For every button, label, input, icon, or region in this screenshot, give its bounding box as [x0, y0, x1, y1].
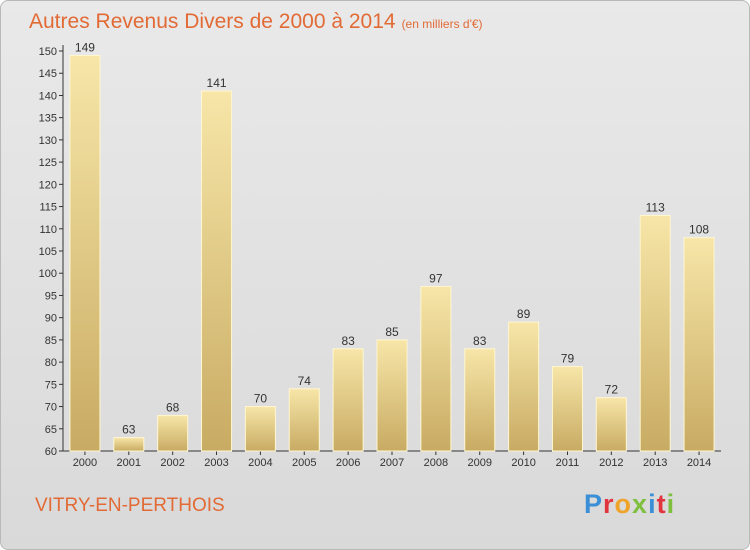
- logo-letter: P: [584, 489, 604, 519]
- x-tick-label: 2012: [599, 457, 623, 469]
- x-tick-label: 2008: [424, 457, 448, 469]
- y-tick-label: 150: [39, 46, 57, 58]
- value-label-2000: 149: [75, 40, 95, 54]
- bar-2004: [244, 406, 276, 452]
- value-label-2008: 97: [429, 272, 443, 286]
- bar-2007: [376, 339, 408, 452]
- value-label-2013: 113: [646, 200, 665, 214]
- y-tick-label: 105: [39, 246, 57, 258]
- value-label-2012: 72: [605, 383, 619, 397]
- logo-letter: i: [666, 489, 676, 519]
- bar-2008: [420, 286, 452, 452]
- y-tick-label: 65: [45, 424, 57, 436]
- x-tick-label: 2001: [117, 457, 141, 469]
- bar-2012: [595, 397, 627, 452]
- value-label-2006: 83: [341, 334, 355, 348]
- y-tick-label: 115: [39, 202, 57, 214]
- bar-2011: [551, 366, 583, 452]
- y-tick-label: 90: [45, 313, 57, 325]
- bar-2009: [464, 348, 496, 452]
- y-tick-label: 85: [45, 335, 57, 347]
- value-label-2001: 63: [122, 423, 136, 437]
- bar-2014: [683, 237, 715, 452]
- bar-2006: [332, 348, 364, 452]
- x-tick-label: 2000: [73, 457, 97, 469]
- logo-letter: r: [603, 489, 615, 519]
- y-tick-label: 60: [45, 446, 57, 458]
- bar-2000: [69, 54, 101, 452]
- value-label-2010: 89: [517, 307, 531, 321]
- bar-2005: [288, 388, 320, 452]
- value-label-2007: 85: [385, 325, 399, 339]
- x-tick-label: 2002: [160, 457, 184, 469]
- x-tick-label: 2004: [248, 457, 272, 469]
- commune-name: VITRY-EN-PERTHOIS: [35, 495, 225, 516]
- logo-letter: i: [648, 489, 657, 519]
- labels-layer: 2000 149 2001 63 2002 68 2003 141 2004 70 2005 74 20…: [73, 40, 712, 469]
- y-tick-label: 95: [45, 290, 57, 302]
- y-tick-label: 135: [39, 113, 57, 125]
- value-label-2014: 108: [689, 223, 709, 237]
- proxiti-logo[interactable]: Proxiti: [584, 489, 675, 520]
- y-tick-label: 80: [45, 357, 57, 369]
- chart-subtitle: (en milliers d'€): [401, 17, 483, 31]
- x-tick-label: 2006: [336, 457, 360, 469]
- bar-2013: [639, 214, 671, 452]
- value-label-2005: 74: [298, 374, 312, 388]
- logo-letter: o: [614, 489, 633, 519]
- bars-layer: [69, 54, 715, 452]
- x-tick-label: 2009: [467, 457, 491, 469]
- value-label-2011: 79: [561, 352, 575, 366]
- y-tick-label: 70: [45, 402, 57, 414]
- value-label-2002: 68: [166, 400, 180, 414]
- y-tick-label: 125: [39, 157, 57, 169]
- y-tick-label: 130: [39, 135, 57, 147]
- value-label-2009: 83: [473, 334, 487, 348]
- bar-2010: [508, 321, 540, 452]
- y-tick-label: 120: [39, 179, 57, 191]
- bar-2003: [201, 90, 233, 452]
- logo-letter: t: [656, 489, 667, 519]
- x-tick-label: 2013: [643, 457, 667, 469]
- chart-title: Autres Revenus Divers de 2000 à 2014 (en …: [29, 10, 483, 34]
- x-tick-label: 2011: [556, 457, 580, 469]
- y-tick-label: 140: [39, 90, 57, 102]
- chart-title-text: Autres Revenus Divers de 2000 à 2014: [29, 10, 396, 33]
- x-tick-label: 2005: [292, 457, 316, 469]
- y-tick-label: 110: [39, 224, 57, 236]
- x-tick-label: 2003: [204, 457, 228, 469]
- bar-2001: [113, 437, 145, 452]
- logo-letter: x: [632, 489, 649, 519]
- x-tick-label: 2007: [380, 457, 404, 469]
- bar-2002: [157, 414, 189, 452]
- y-tick-label: 100: [39, 268, 57, 280]
- x-tick-label: 2014: [687, 457, 711, 469]
- value-label-2004: 70: [254, 392, 268, 406]
- value-label-2003: 141: [207, 76, 227, 90]
- y-tick-label: 145: [39, 68, 57, 80]
- x-tick-label: 2010: [511, 457, 535, 469]
- y-tick-label: 75: [45, 379, 57, 391]
